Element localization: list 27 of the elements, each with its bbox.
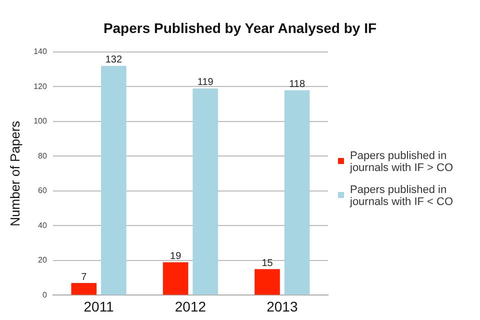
bar [284,90,310,295]
y-tick-label: 140 [34,47,48,56]
data-label: 19 [170,250,182,262]
y-axis-title: Number of Papers [7,120,22,226]
bar [71,283,97,295]
data-label: 15 [262,258,274,269]
x-tick-label: 2011 [84,298,114,314]
y-tick-label: 40 [38,220,48,230]
x-tick-label: 2013 [266,298,298,314]
legend-label: Papers published in journals with IF < CO [350,184,454,208]
y-tick-label: 100 [34,116,48,126]
bar [192,88,218,295]
data-label: 7 [81,272,88,283]
data-label: 118 [289,78,306,90]
x-tick-label: 2012 [174,298,206,314]
legend-label: Papers published in journals with IF > CO [350,150,454,174]
data-label: 119 [197,77,214,88]
chart-title: Papers Published by Year Analysed by IF [102,20,378,36]
bar [162,262,188,295]
data-label: 132 [105,54,122,66]
bar [254,269,280,295]
y-tick-label: 80 [38,151,48,160]
y-tick-label: 120 [34,82,48,91]
y-tick-label: 20 [38,256,48,265]
y-tick-label: 60 [38,186,48,196]
bar [101,66,126,295]
y-tick-label: 0 [42,290,48,300]
